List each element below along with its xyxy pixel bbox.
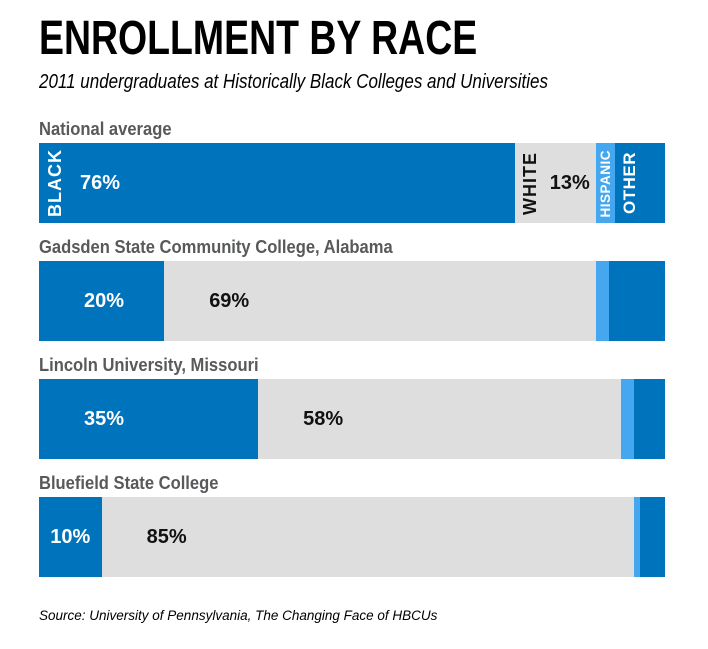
segment-white: 69% (164, 261, 597, 342)
segment-other (608, 261, 665, 342)
segment-hispanic (633, 497, 640, 578)
segment-black: 10% (39, 497, 102, 578)
stacked-bar: 35% 58% (39, 379, 665, 460)
segment-other: OTHER (614, 143, 665, 224)
stacked-bar: 10% 85% (39, 497, 665, 578)
white-percent-value: 85% (146, 525, 187, 548)
chart-row-lincoln: Lincoln University, Missouri 35% 58% (39, 355, 665, 460)
row-label: Gadsden State Community College, Alabama (39, 237, 393, 258)
page-subtitle: 2011 undergraduates at Historically Blac… (39, 71, 549, 94)
black-segment-label: BLACK (45, 149, 65, 218)
segment-white: WHITE 13% (514, 143, 597, 224)
white-percent-value: 58% (303, 407, 344, 430)
row-label: National average (39, 119, 172, 140)
white-segment-label: WHITE (519, 151, 540, 215)
hispanic-segment-label: HISPANIC (597, 149, 613, 218)
source-note: Source: University of Pennsylvania, The … (39, 608, 438, 624)
row-label: Bluefield State College (39, 473, 219, 494)
segment-black: BLACK 76% (39, 143, 515, 224)
other-segment-label: OTHER (619, 152, 639, 215)
stacked-bar-chart: National average BLACK 76% WHITE 13% HIS… (39, 119, 665, 578)
chart-row-gadsden: Gadsden State Community College, Alabama… (39, 237, 665, 342)
segment-white: 85% (101, 497, 634, 578)
white-percent-value: 13% (549, 171, 590, 194)
segment-white: 58% (258, 379, 622, 460)
segment-hispanic (621, 379, 634, 460)
stacked-bar: BLACK 76% WHITE 13% HISPANIC OTHER (39, 143, 665, 224)
segment-other (633, 379, 665, 460)
segment-hispanic: HISPANIC (596, 143, 615, 224)
white-percent-value: 69% (209, 289, 250, 312)
segment-black: 35% (39, 379, 259, 460)
page-title: ENROLLMENT BY RACE (39, 12, 478, 65)
segment-black: 20% (39, 261, 165, 342)
chart-row-national-average: National average BLACK 76% WHITE 13% HIS… (39, 119, 665, 224)
black-percent-value: 20% (84, 289, 125, 312)
black-percent-value: 35% (84, 407, 125, 430)
infographic: ENROLLMENT BY RACE 2011 undergraduates a… (39, 12, 665, 624)
stacked-bar: 20% 69% (39, 261, 665, 342)
row-label: Lincoln University, Missouri (39, 355, 259, 376)
chart-row-bluefield: Bluefield State College 10% 85% (39, 473, 665, 578)
black-percent-value: 76% (80, 171, 121, 194)
black-percent-value: 10% (50, 525, 91, 548)
segment-other (639, 497, 665, 578)
segment-hispanic (596, 261, 609, 342)
